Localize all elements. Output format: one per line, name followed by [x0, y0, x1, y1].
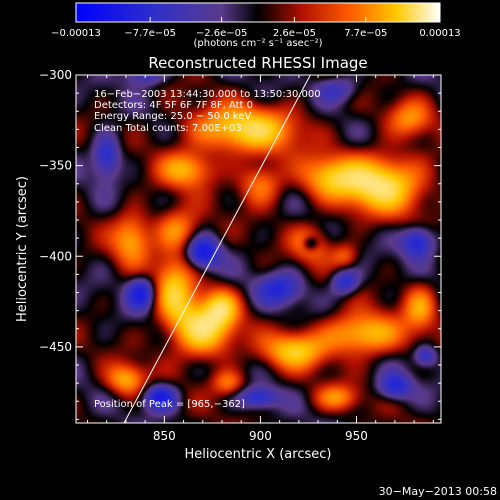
colorbar-unit-label: (photons cm⁻² s⁻¹ asec⁻²) [193, 38, 322, 49]
colorbar [75, 2, 441, 23]
y-tick-label: −450 [39, 340, 72, 354]
colorbar-tick-label: −7.7e−05 [124, 28, 176, 39]
annotation-block: 16−Feb−2003 13:44:30.000 to 13:50:30.000… [94, 89, 321, 134]
colorbar-tick-label: 7.7e−05 [344, 28, 387, 39]
annotation-detectors: Detectors: 4F 5F 6F 7F 8F, Att 0 [94, 100, 253, 111]
image-area [76, 75, 441, 423]
x-tick-label: 950 [345, 429, 368, 443]
colorbar-tick-label: 2.6e−05 [273, 28, 316, 39]
y-tick-label: −300 [39, 68, 72, 82]
y-tick-label: −400 [39, 249, 72, 263]
heatmap-image [76, 75, 441, 423]
x-axis-ticks: 850 900 950 [87, 75, 434, 443]
colorbar-tick-label: −2.6e−05 [196, 28, 248, 39]
x-axis-title: Heliocentric X (arcsec) [185, 447, 332, 462]
y-axis-title: Heliocentric Y (arcsec) [15, 176, 30, 322]
annotation-time-range: 16−Feb−2003 13:44:30.000 to 13:50:30.000 [94, 89, 321, 100]
annotation-energy-range: Energy Range: 25.0 − 50.0 keV [94, 111, 251, 122]
x-tick-label: 900 [249, 429, 272, 443]
colorbar-tick-label: 0.00013 [419, 28, 460, 39]
y-axis-ticks: −300 −350 −400 −450 [39, 68, 441, 420]
x-tick-label: 850 [153, 429, 176, 443]
solar-limb-line [123, 75, 311, 423]
colorbar-ticks: −0.00013 −7.7e−05 −2.6e−05 2.6e−05 7.7e−05 0.… [51, 17, 461, 39]
y-tick-label: −350 [39, 159, 72, 173]
peak-position-label: Position of Peak = [965,−362] [94, 399, 245, 410]
plot-title: Reconstructed RHESSI Image [148, 54, 367, 72]
colorbar-tick-label: −0.00013 [51, 28, 101, 39]
footer-date: 30−May−2013 00:58 [379, 485, 497, 498]
plot-frame [75, 74, 442, 424]
annotation-clean-counts: Clean Total counts: 7.00E+03 [94, 123, 242, 134]
